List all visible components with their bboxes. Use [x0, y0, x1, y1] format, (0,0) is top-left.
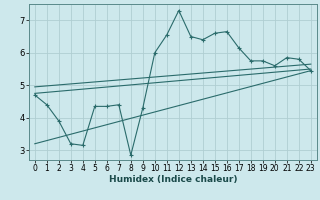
X-axis label: Humidex (Indice chaleur): Humidex (Indice chaleur)	[108, 175, 237, 184]
